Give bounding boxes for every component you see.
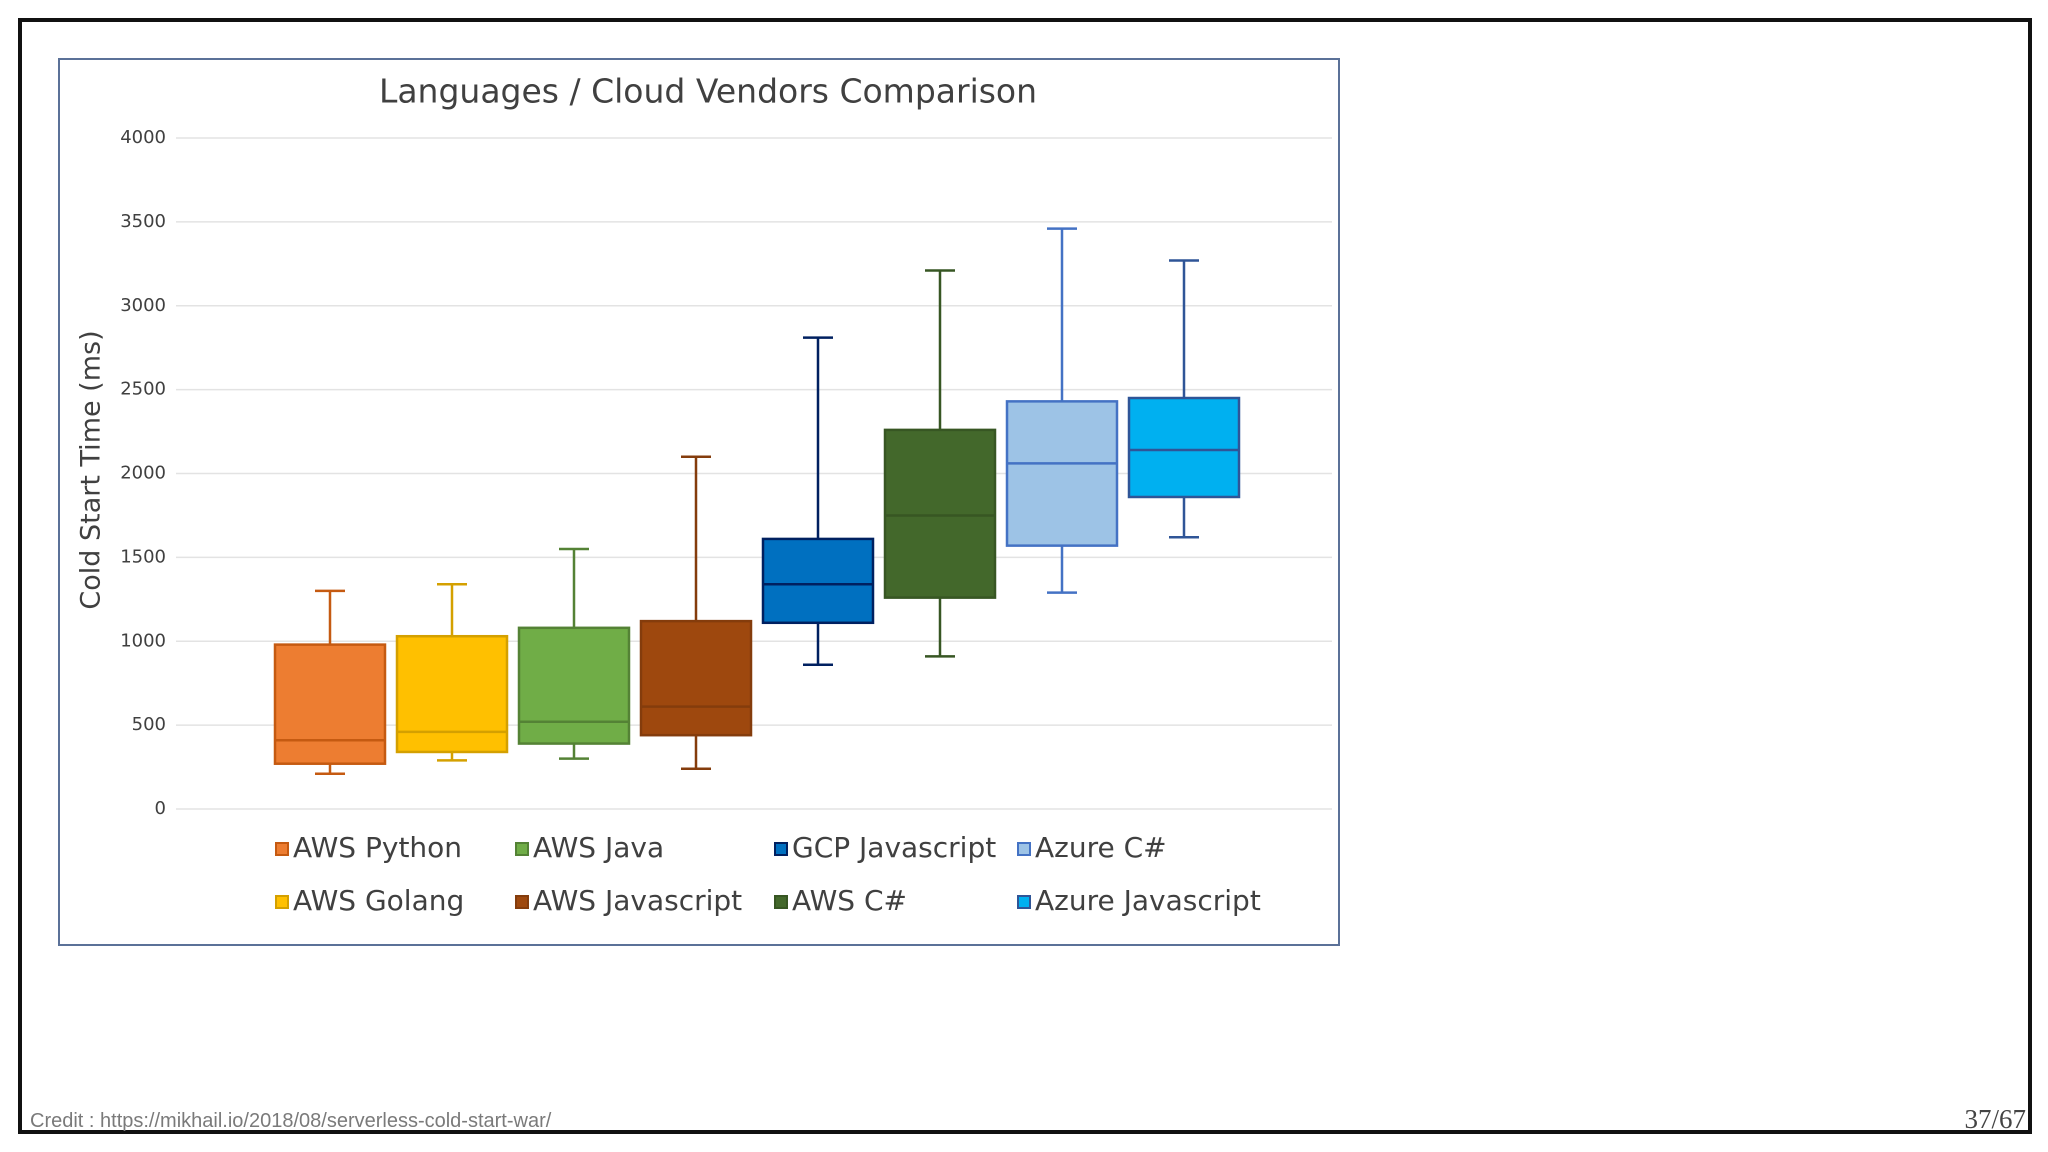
y-tick-label-0: 0 (155, 798, 166, 819)
box-gcp-javascript (761, 537, 875, 625)
y-tick-label-4000: 4000 (120, 127, 166, 148)
y-tick-label-500: 500 (132, 714, 166, 735)
legend-label-aws-java: AWS Java (533, 831, 664, 864)
legend-swatch-aws-java (515, 842, 529, 856)
legend-label-azure-csharp: Azure C# (1035, 831, 1167, 864)
legend-swatch-gcp-javascript (774, 842, 788, 856)
legend-swatch-aws-javascript (515, 895, 529, 909)
y-tick-label-1000: 1000 (120, 630, 166, 651)
legend-swatch-aws-python (275, 842, 289, 856)
legend-label-gcp-javascript: GCP Javascript (792, 831, 996, 864)
legend-label-aws-golang: AWS Golang (293, 884, 464, 917)
box-aws-javascript (639, 619, 753, 737)
y-tick-label-3500: 3500 (120, 211, 166, 232)
y-tick-label-1500: 1500 (120, 546, 166, 567)
legend-label-aws-javascript: AWS Javascript (533, 884, 742, 917)
chart-frame: Languages / Cloud Vendors Comparison Cold… (58, 58, 1340, 946)
legend-swatch-azure-javascript (1017, 895, 1031, 909)
y-tick-label-2000: 2000 (120, 463, 166, 484)
y-tick-label-2500: 2500 (120, 379, 166, 400)
y-axis-label: Cold Start Time (ms) (76, 330, 107, 609)
box-azure-csharp (1005, 400, 1119, 547)
box-azure-javascript (1127, 396, 1241, 499)
box-aws-golang (395, 634, 509, 754)
chart-title: Languages / Cloud Vendors Comparison (379, 72, 1037, 111)
legend-swatch-aws-csharp (774, 895, 788, 909)
legend-label-aws-python: AWS Python (293, 831, 462, 864)
box-aws-csharp (883, 428, 997, 599)
page-number: 37/67 (1964, 1104, 2026, 1134)
box-aws-java (517, 626, 631, 745)
legend-swatch-azure-csharp (1017, 842, 1031, 856)
legend-label-azure-javascript: Azure Javascript (1035, 884, 1261, 917)
box-aws-python (273, 643, 387, 765)
box-plot-chart: Languages / Cloud Vendors Comparison Cold… (76, 72, 1332, 917)
slide: Languages / Cloud Vendors Comparison Cold… (18, 18, 2032, 1134)
legend-label-aws-csharp: AWS C# (792, 884, 907, 917)
y-tick-label-3000: 3000 (120, 295, 166, 316)
legend-swatch-aws-golang (275, 895, 289, 909)
credit-text: Credit : https://mikhail.io/2018/08/serv… (30, 1110, 552, 1132)
